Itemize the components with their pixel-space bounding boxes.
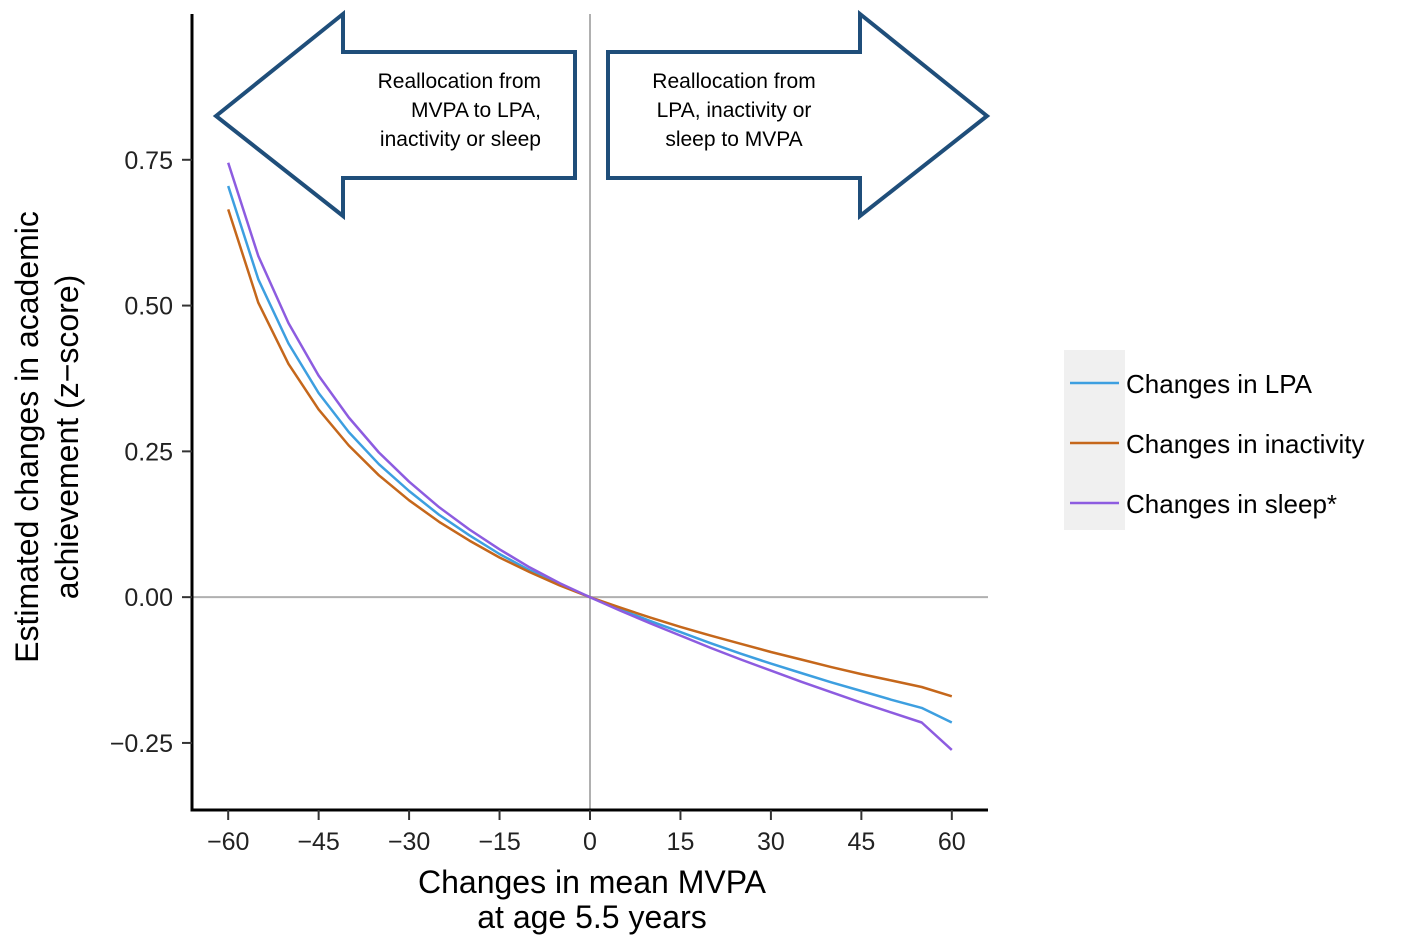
x-ticks: −60 −45 −30 −15 0 15 30 45 60 <box>207 810 966 856</box>
arrow-text-line: LPA, inactivity or <box>657 99 812 122</box>
y-ticks: −0.25 0.00 0.25 0.50 0.75 <box>110 147 192 758</box>
y-axis-title: Estimated changes in academic achievemen… <box>9 211 85 663</box>
y-tick-label: 0.50 <box>124 293 173 321</box>
arrow-text-line: sleep to MVPA <box>665 128 802 151</box>
legend-label-3: Changes in sleep* <box>1126 489 1337 519</box>
y-tick-label: 0.00 <box>124 584 173 612</box>
x-tick-label: 60 <box>938 828 966 856</box>
legend-key-background <box>1064 350 1125 530</box>
x-tick-label: 30 <box>757 828 785 856</box>
y-tick-label: −0.25 <box>110 730 173 758</box>
y-tick-label: 0.75 <box>124 147 173 175</box>
x-tick-label: 15 <box>667 828 695 856</box>
left-arrow-text: Reallocation from MVPA to LPA, inactivity … <box>378 70 541 151</box>
x-tick-label: 0 <box>583 828 597 856</box>
x-axis-title-line-2: at age 5.5 years <box>477 899 706 935</box>
legend-label-2: Changes in inactivity <box>1126 429 1364 459</box>
legend-label-1: Changes in LPA <box>1126 369 1313 399</box>
y-axis-title-line-1: Estimated changes in academic <box>9 211 45 663</box>
x-axis-title-line-1: Changes in mean MVPA <box>418 864 767 900</box>
right-arrow-annotation <box>606 9 991 221</box>
x-tick-label: −15 <box>478 828 520 856</box>
right-arrow-text: Reallocation from LPA, inactivity or sleep… <box>652 70 815 151</box>
legend: Changes in LPA Changes in inactivity Chang… <box>1070 369 1364 519</box>
y-tick-label: 0.25 <box>124 438 173 466</box>
series-line-3 <box>227 162 953 751</box>
y-axis-title-line-2: achievement (z−score) <box>49 275 85 600</box>
arrow-text-line: Reallocation from <box>652 70 815 93</box>
series-layer <box>227 162 953 751</box>
x-tick-label: 45 <box>847 828 875 856</box>
x-tick-label: −60 <box>207 828 249 856</box>
x-tick-label: −30 <box>388 828 430 856</box>
left-arrow-annotation <box>212 9 577 221</box>
arrow-text-line: Reallocation from <box>378 70 541 93</box>
arrow-text-line: MVPA to LPA, <box>411 99 541 122</box>
x-tick-label: −45 <box>297 828 339 856</box>
arrow-text-line: inactivity or sleep <box>380 128 541 151</box>
